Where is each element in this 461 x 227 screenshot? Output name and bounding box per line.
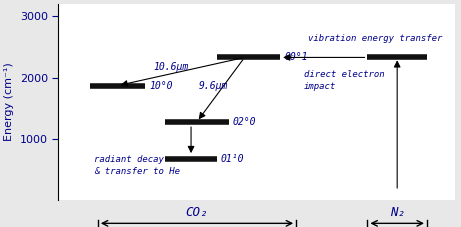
Y-axis label: Energy (cm⁻¹): Energy (cm⁻¹) [4, 63, 14, 141]
Text: vibration energy transfer: vibration energy transfer [308, 34, 443, 43]
Text: direct electron
impact: direct electron impact [304, 70, 384, 91]
Text: 10.6μm: 10.6μm [154, 62, 189, 72]
Text: radiant decay
& transfer to He: radiant decay & transfer to He [94, 155, 180, 176]
Text: 02°0: 02°0 [233, 117, 256, 127]
Text: 9.6μm: 9.6μm [199, 81, 228, 91]
Text: 00°1: 00°1 [284, 52, 307, 62]
Text: 10°0: 10°0 [149, 81, 173, 91]
Text: 01¹0: 01¹0 [221, 154, 244, 164]
Text: CO₂: CO₂ [186, 206, 208, 219]
Text: N₂: N₂ [390, 206, 405, 219]
